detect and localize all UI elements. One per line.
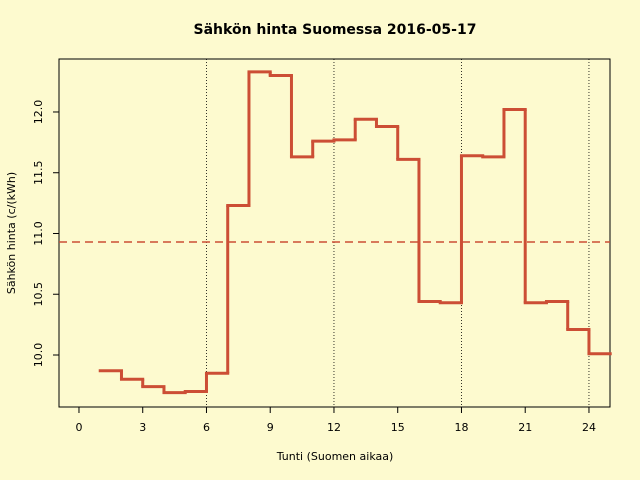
- x-tick-label: 3: [139, 421, 146, 434]
- x-tick-label: 24: [582, 421, 596, 434]
- y-tick-label: 10.0: [32, 343, 45, 368]
- x-tick-label: 0: [75, 421, 82, 434]
- y-tick-label: 12.0: [32, 100, 45, 125]
- x-tick-label: 21: [518, 421, 532, 434]
- y-tick-label: 10.5: [32, 282, 45, 307]
- x-tick-label: 9: [267, 421, 274, 434]
- y-tick-label: 11.5: [32, 160, 45, 185]
- x-axis-label: Tunti (Suomen aikaa): [276, 450, 394, 463]
- x-tick-label: 15: [391, 421, 405, 434]
- y-tick-label: 11.0: [32, 221, 45, 246]
- x-tick-label: 6: [203, 421, 210, 434]
- y-axis-label: Sähkön hinta (c/(kWh): [5, 172, 18, 294]
- x-tick-label: 18: [454, 421, 468, 434]
- x-tick-label: 12: [327, 421, 341, 434]
- chart-title: Sähkön hinta Suomessa 2016-05-17: [194, 22, 477, 38]
